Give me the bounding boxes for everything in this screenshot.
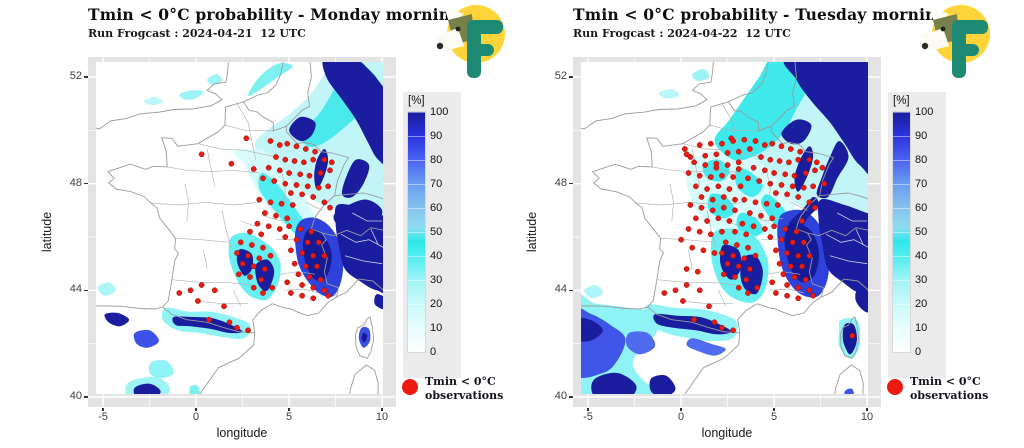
y-tick-label: 48 <box>69 177 82 189</box>
map-svg <box>88 57 396 407</box>
colorbar-tick-label: 20 <box>915 298 928 310</box>
map-svg <box>573 57 881 407</box>
y-axis-label: latitude <box>40 211 54 253</box>
y-tick-label: 48 <box>554 177 567 189</box>
y-tick-label: 44 <box>554 283 567 295</box>
colorbar-tick-label: 0 <box>430 346 437 358</box>
frogcast-logo-icon <box>436 5 505 78</box>
x-tick-label: 10 <box>375 411 389 423</box>
y-tick-label: 40 <box>69 390 82 402</box>
x-axis-label: longitude <box>701 426 753 440</box>
colorbar-tick-label: 80 <box>915 154 928 166</box>
y-axis-label: latitude <box>525 211 539 253</box>
y-tick-mark <box>569 396 573 398</box>
frogcast-logo-icon <box>921 5 990 78</box>
x-tick-label: 10 <box>860 411 874 423</box>
y-tick-mark <box>84 289 88 292</box>
x-tick-label: 5 <box>770 411 778 423</box>
colorbar-tick-label: 40 <box>915 250 928 262</box>
figure-title: Tmin < 0°C probability - Tuesday morning <box>573 5 948 24</box>
colorbar-tick-label: 20 <box>430 298 443 310</box>
figure-subtitle: Run Frogcast : 2024-04-22 12 UTC <box>573 27 791 40</box>
x-tick-mark <box>195 407 197 411</box>
y-tick-mark <box>84 396 88 398</box>
colorbar-title: [%] <box>408 95 425 107</box>
colorbar-tick-label: 10 <box>915 322 928 334</box>
colorbar-tick-label: 70 <box>430 178 443 190</box>
x-tick-label: 0 <box>192 411 200 423</box>
figure-tuesday: Tmin < 0°C probability - Tuesday morning… <box>485 0 1024 448</box>
x-tick-mark <box>587 407 589 411</box>
colorbar-tick-label: 30 <box>915 274 928 286</box>
observation-dot-icon <box>402 379 418 395</box>
map-panel <box>88 57 396 407</box>
colorbar-tick-label: 40 <box>430 250 443 262</box>
figure-monday: Tmin < 0°C probability - Monday morning … <box>40 5 505 440</box>
y-tick-label: 44 <box>69 283 82 295</box>
colorbar-tick-label: 60 <box>430 202 443 214</box>
department-borders-layer <box>150 103 323 307</box>
y-tick-mark <box>569 289 573 292</box>
colorbar-tick-label: 90 <box>430 130 443 142</box>
x-tick-label: -5 <box>98 411 108 423</box>
coastline-layer <box>581 62 868 394</box>
x-tick-mark <box>866 407 868 411</box>
y-tick-label: 40 <box>554 390 567 402</box>
observation-dots-layer <box>176 135 335 334</box>
colorbar-tick-label: 0 <box>915 346 922 358</box>
colorbar-tick-label: 80 <box>430 154 443 166</box>
map-panel <box>573 57 881 407</box>
colorbar-tick-label: 30 <box>430 274 443 286</box>
colorbar-tick-label: 90 <box>915 130 928 142</box>
colorbar-tick-label: 100 <box>915 106 934 118</box>
colorbar-tick-label: 60 <box>915 202 928 214</box>
colorbar-legend: [%] 0 10 20 30 40 50 60 70 80 90 100 <box>403 92 461 378</box>
observations-legend-label: Tmin < 0°C observations <box>910 375 989 402</box>
x-tick-label: 5 <box>285 411 293 423</box>
coastline-layer <box>96 62 383 394</box>
colorbar-tick-label: 100 <box>430 106 449 118</box>
probability-raster-layer <box>581 62 868 394</box>
y-tick-label: 52 <box>69 70 82 82</box>
figure-subtitle: Run Frogcast : 2024-04-21 12 UTC <box>88 27 306 40</box>
observation-dots-layer <box>661 135 856 339</box>
y-tick-mark <box>569 182 573 185</box>
observation-dot-icon <box>887 379 903 395</box>
x-tick-mark <box>773 407 775 411</box>
y-tick-mark <box>84 76 88 78</box>
x-tick-mark <box>381 407 383 411</box>
y-tick-mark <box>84 182 88 185</box>
colorbar-title: [%] <box>893 95 910 107</box>
colorbar-gradient <box>892 111 911 353</box>
colorbar-tick-label: 50 <box>915 226 928 238</box>
river-lines-layer <box>340 212 383 265</box>
y-tick-mark <box>569 76 573 78</box>
x-tick-label: 0 <box>677 411 685 423</box>
colorbar-legend: [%] 0 10 20 30 40 50 60 70 80 90 100 <box>888 92 946 378</box>
x-tick-mark <box>288 407 290 411</box>
x-tick-mark <box>680 407 682 411</box>
figure-title: Tmin < 0°C probability - Monday morning <box>88 5 462 24</box>
colorbar-tick-label: 50 <box>430 226 443 238</box>
colorbar-tick-label: 70 <box>915 178 928 190</box>
river-lines-layer <box>825 212 868 265</box>
observations-legend-label: Tmin < 0°C observations <box>425 375 504 402</box>
x-axis-label: longitude <box>216 426 268 440</box>
x-tick-mark <box>102 407 104 411</box>
colorbar-tick-label: 10 <box>430 322 443 334</box>
x-tick-label: -5 <box>583 411 593 423</box>
y-tick-label: 52 <box>554 70 567 82</box>
colorbar-gradient <box>407 111 426 353</box>
